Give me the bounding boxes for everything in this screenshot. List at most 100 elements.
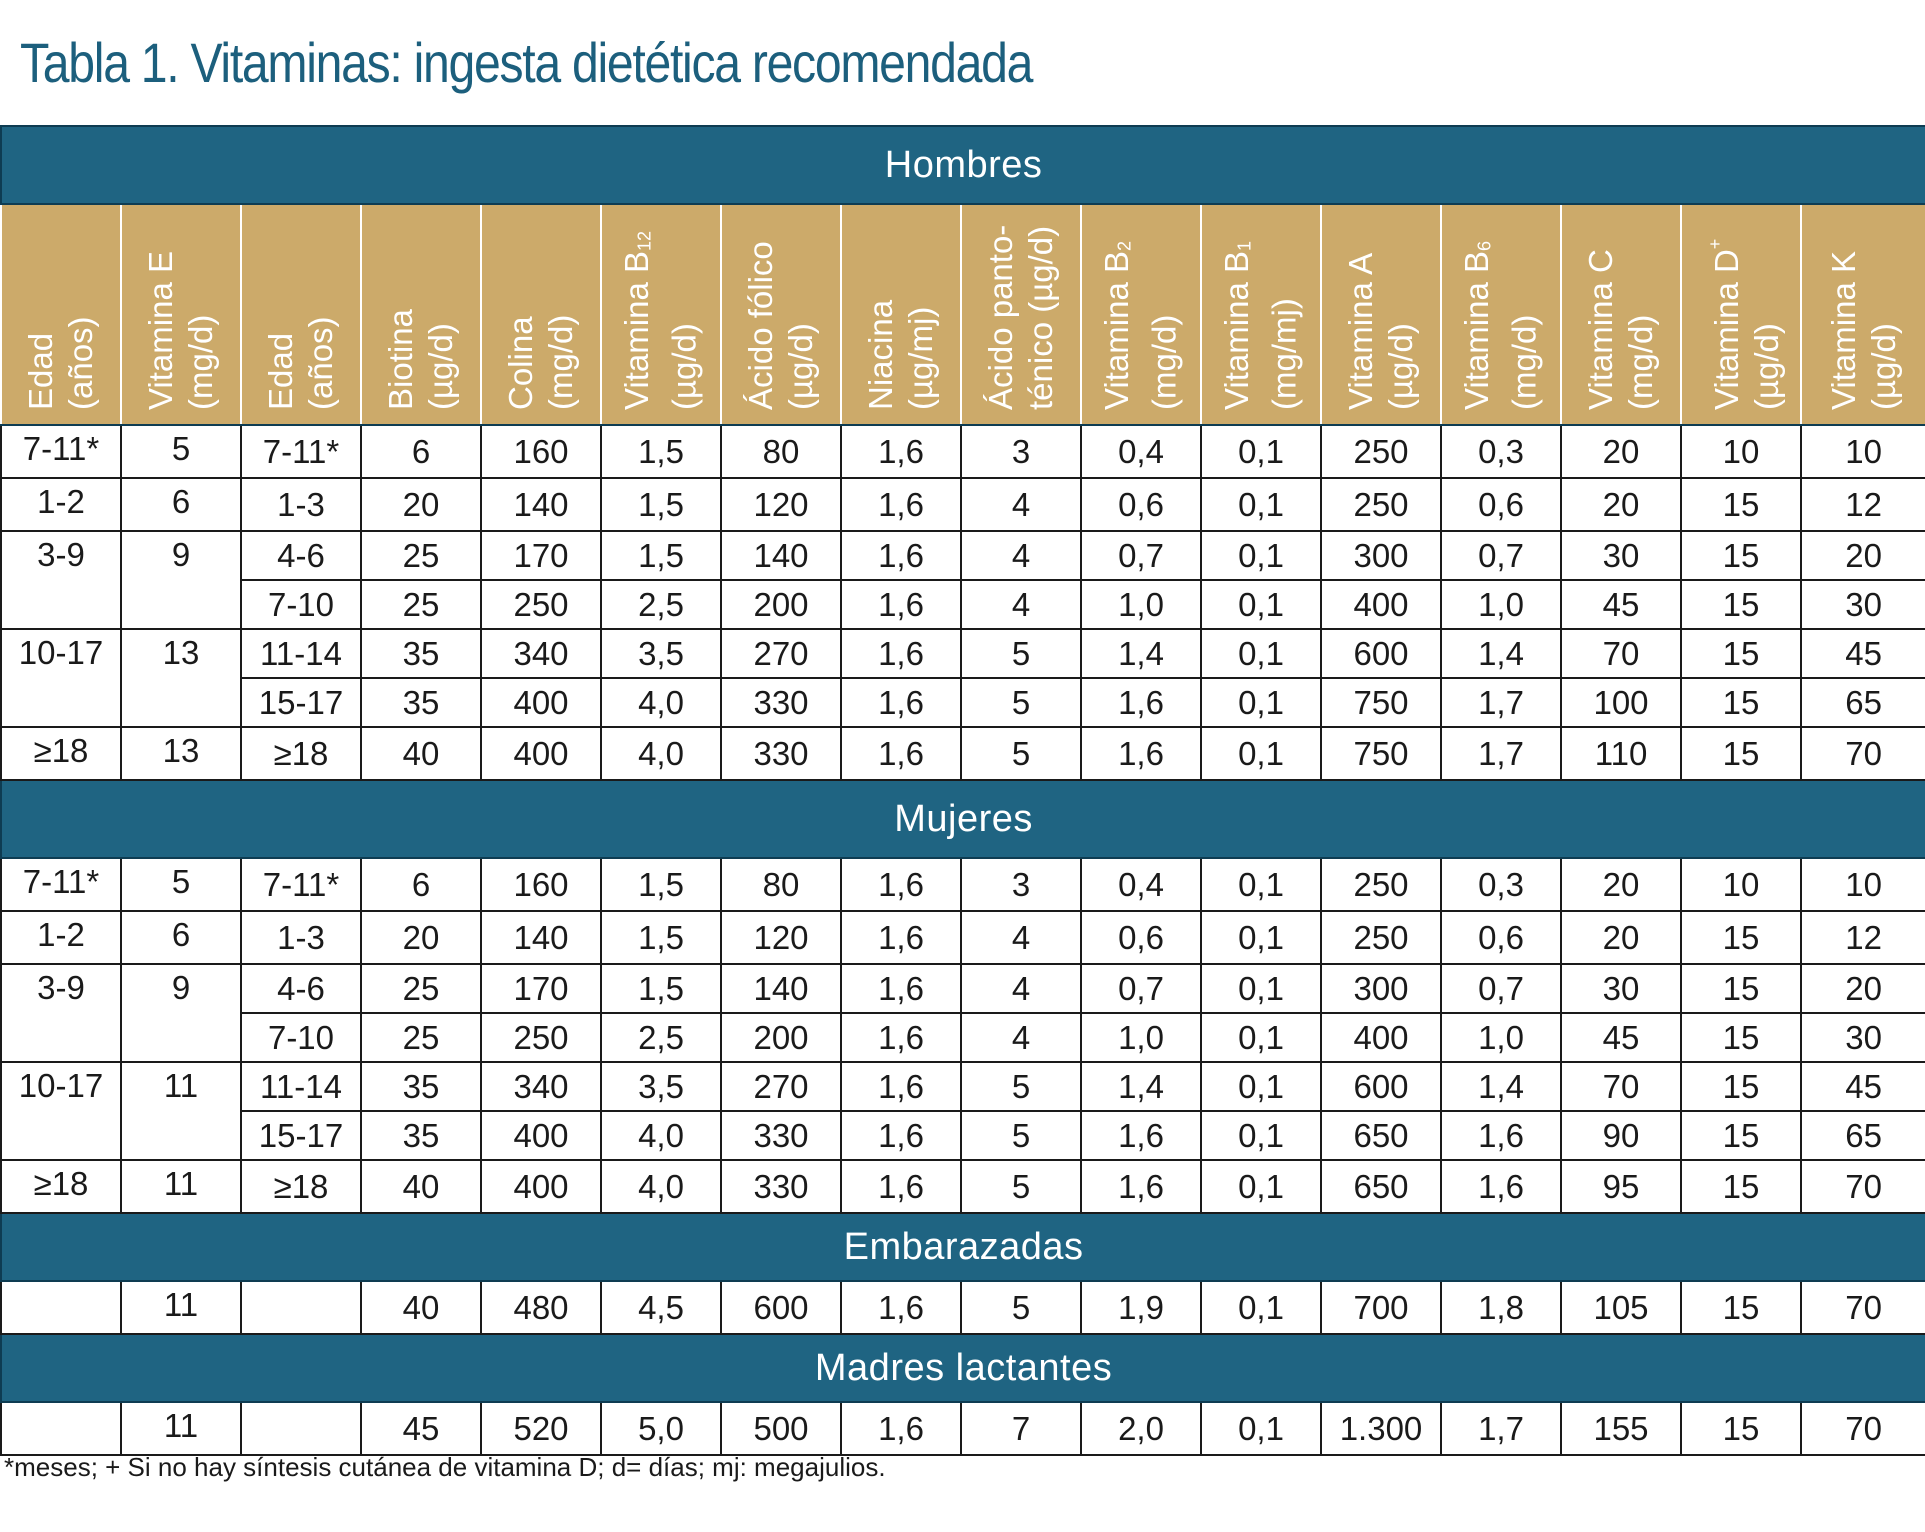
- column-unit: (mg/d): [1505, 314, 1543, 410]
- table-cell: 0,7: [1080, 963, 1202, 1014]
- table-cell: 1,6: [840, 1280, 962, 1335]
- table-cell: 15: [1680, 726, 1802, 781]
- table-cell: 0,4: [1080, 424, 1202, 479]
- table-cell: 15: [1680, 963, 1802, 1014]
- table-cell: 95: [1560, 1159, 1682, 1214]
- table-cell: 15: [1680, 628, 1802, 679]
- table-cell: 1,9: [1080, 1280, 1202, 1335]
- table-cell: 250: [480, 1012, 602, 1063]
- column-header-row: Edad (años) Vitamina E (mg/d) Edad (años) Biot…: [0, 203, 1925, 426]
- table-cell: 0,1: [1200, 910, 1322, 965]
- table-cell: 5: [960, 1061, 1082, 1112]
- column-header-text: Vitamina C (mg/d): [1581, 205, 1661, 424]
- table-cell: 4,0: [600, 1159, 722, 1214]
- table-cell: 45: [360, 1401, 482, 1456]
- table-cell: 155: [1560, 1401, 1682, 1456]
- table-cell: 340: [480, 1061, 602, 1112]
- table-cell: 15-17: [240, 1110, 362, 1161]
- table-cell: [240, 1280, 362, 1335]
- table-cell: 1,6: [840, 1159, 962, 1214]
- age-group-cell: 3-9: [0, 963, 122, 1063]
- column-header-text: Vitamina D+ (µg/d): [1695, 205, 1787, 424]
- table-cell: 3: [960, 857, 1082, 912]
- column-header: Biotina (µg/d): [360, 203, 482, 426]
- table-cell: 1,6: [840, 857, 962, 912]
- section-label: Mujeres: [0, 779, 1925, 859]
- table-cell: 1,4: [1440, 1061, 1562, 1112]
- table-cell: 5: [960, 628, 1082, 679]
- table-cell: 15: [1680, 1280, 1802, 1335]
- age-group-cell: [0, 1280, 122, 1335]
- table-cell: 45: [1799, 628, 1925, 679]
- table-cell: 100: [1560, 677, 1682, 728]
- table-cell: 250: [1320, 477, 1442, 532]
- table-cell: 1,6: [1440, 1159, 1562, 1214]
- table-cell: 40: [360, 1159, 482, 1214]
- table-cell: 1,6: [840, 530, 962, 581]
- table-row: 10-17 13 11-14 35 340 3,5 270 1,6 5 1,4 0,1 600 1,4 7…: [0, 628, 1925, 728]
- column-header-text: Vitamina E (mg/d): [141, 205, 221, 424]
- table-cell: 340: [480, 628, 602, 679]
- column-unit: (µg/d): [665, 323, 703, 410]
- column-name: Colina: [502, 316, 539, 410]
- table-cell: 0,1: [1200, 1110, 1322, 1161]
- table-cell: 1,7: [1440, 677, 1562, 728]
- column-unit: (µg/mj): [902, 306, 939, 410]
- column-name: Vitamina C: [1582, 249, 1619, 410]
- table-row: 1-2 6 1-3 20 140 1,5 120 1,6 4 0,6 0,1 250 0,6 20 15 12: [0, 477, 1925, 532]
- column-name: Edad: [22, 332, 59, 410]
- table-row: ≥18 13 ≥18 40 400 4,0 330 1,6 5 1,6 0,1 750 1,7 110 15…: [0, 726, 1925, 781]
- table-cell: 10: [1799, 424, 1925, 479]
- column-unit: (años): [62, 316, 99, 410]
- table-cell: 0,4: [1080, 857, 1202, 912]
- table-cell: 330: [720, 1110, 842, 1161]
- table-cell: 15: [1680, 477, 1802, 532]
- table-cell: 4,0: [600, 677, 722, 728]
- table-cell: 4: [960, 530, 1082, 581]
- table-cell: 2,5: [600, 579, 722, 630]
- column-unit: (mg/mj): [1265, 298, 1303, 410]
- table-cell: 250: [1320, 910, 1442, 965]
- table-cell: 15: [1680, 1061, 1802, 1112]
- table-cell: 7-11*: [240, 857, 362, 912]
- column-header-text: Edad (años): [21, 205, 101, 424]
- column-subscript: 12: [634, 230, 655, 252]
- column-name: Vitamina B: [1458, 251, 1496, 410]
- table-cell: 300: [1320, 963, 1442, 1014]
- table-cell: 4-6: [240, 963, 362, 1014]
- table-cell: 15: [1680, 530, 1802, 581]
- table-cell: 3: [960, 424, 1082, 479]
- table-cell: 4,0: [600, 1110, 722, 1161]
- table-cell: 4: [960, 910, 1082, 965]
- table-cell: 1,6: [840, 1061, 962, 1112]
- table-cell: 4: [960, 1012, 1082, 1063]
- table-cell: 750: [1320, 677, 1442, 728]
- table-cell: 15-17: [240, 677, 362, 728]
- table-cell: 0,3: [1440, 857, 1562, 912]
- age-group-cell: [0, 1401, 122, 1456]
- table-cell: 70: [1560, 1061, 1682, 1112]
- table-cell: 1,6: [840, 910, 962, 965]
- column-header: Vitamina K (µg/d): [1799, 203, 1925, 426]
- column-header: Vitamina B12 (µg/d): [600, 203, 722, 426]
- table-cell: 400: [1320, 1012, 1442, 1063]
- column-unit: (mg/d): [542, 314, 579, 410]
- table-cell: 3,5: [600, 1061, 722, 1112]
- table-cell: 1,5: [600, 530, 722, 581]
- table-cell: 15: [1680, 1012, 1802, 1063]
- table-cell: 1,0: [1440, 579, 1562, 630]
- column-header: Vitamina C (mg/d): [1560, 203, 1682, 426]
- table-cell: 5: [960, 1280, 1082, 1335]
- column-subscript: 6: [1474, 241, 1495, 252]
- table-cell: 250: [1320, 857, 1442, 912]
- column-header: Vitamina B2 (mg/d): [1080, 203, 1202, 426]
- table-cell: 270: [720, 1061, 842, 1112]
- table-cell: 3,5: [600, 628, 722, 679]
- table-cell: 650: [1320, 1159, 1442, 1214]
- table-row: ≥18 11 ≥18 40 400 4,0 330 1,6 5 1,6 0,1 650 1,6 95 15 7…: [0, 1159, 1925, 1214]
- table-cell: 140: [720, 963, 842, 1014]
- table-cell: 1,6: [1440, 1110, 1562, 1161]
- footnote: *meses; + Si no hay síntesis cutánea de …: [4, 1452, 886, 1482]
- table-cell: 140: [480, 910, 602, 965]
- column-name: Vitamina A: [1342, 252, 1379, 410]
